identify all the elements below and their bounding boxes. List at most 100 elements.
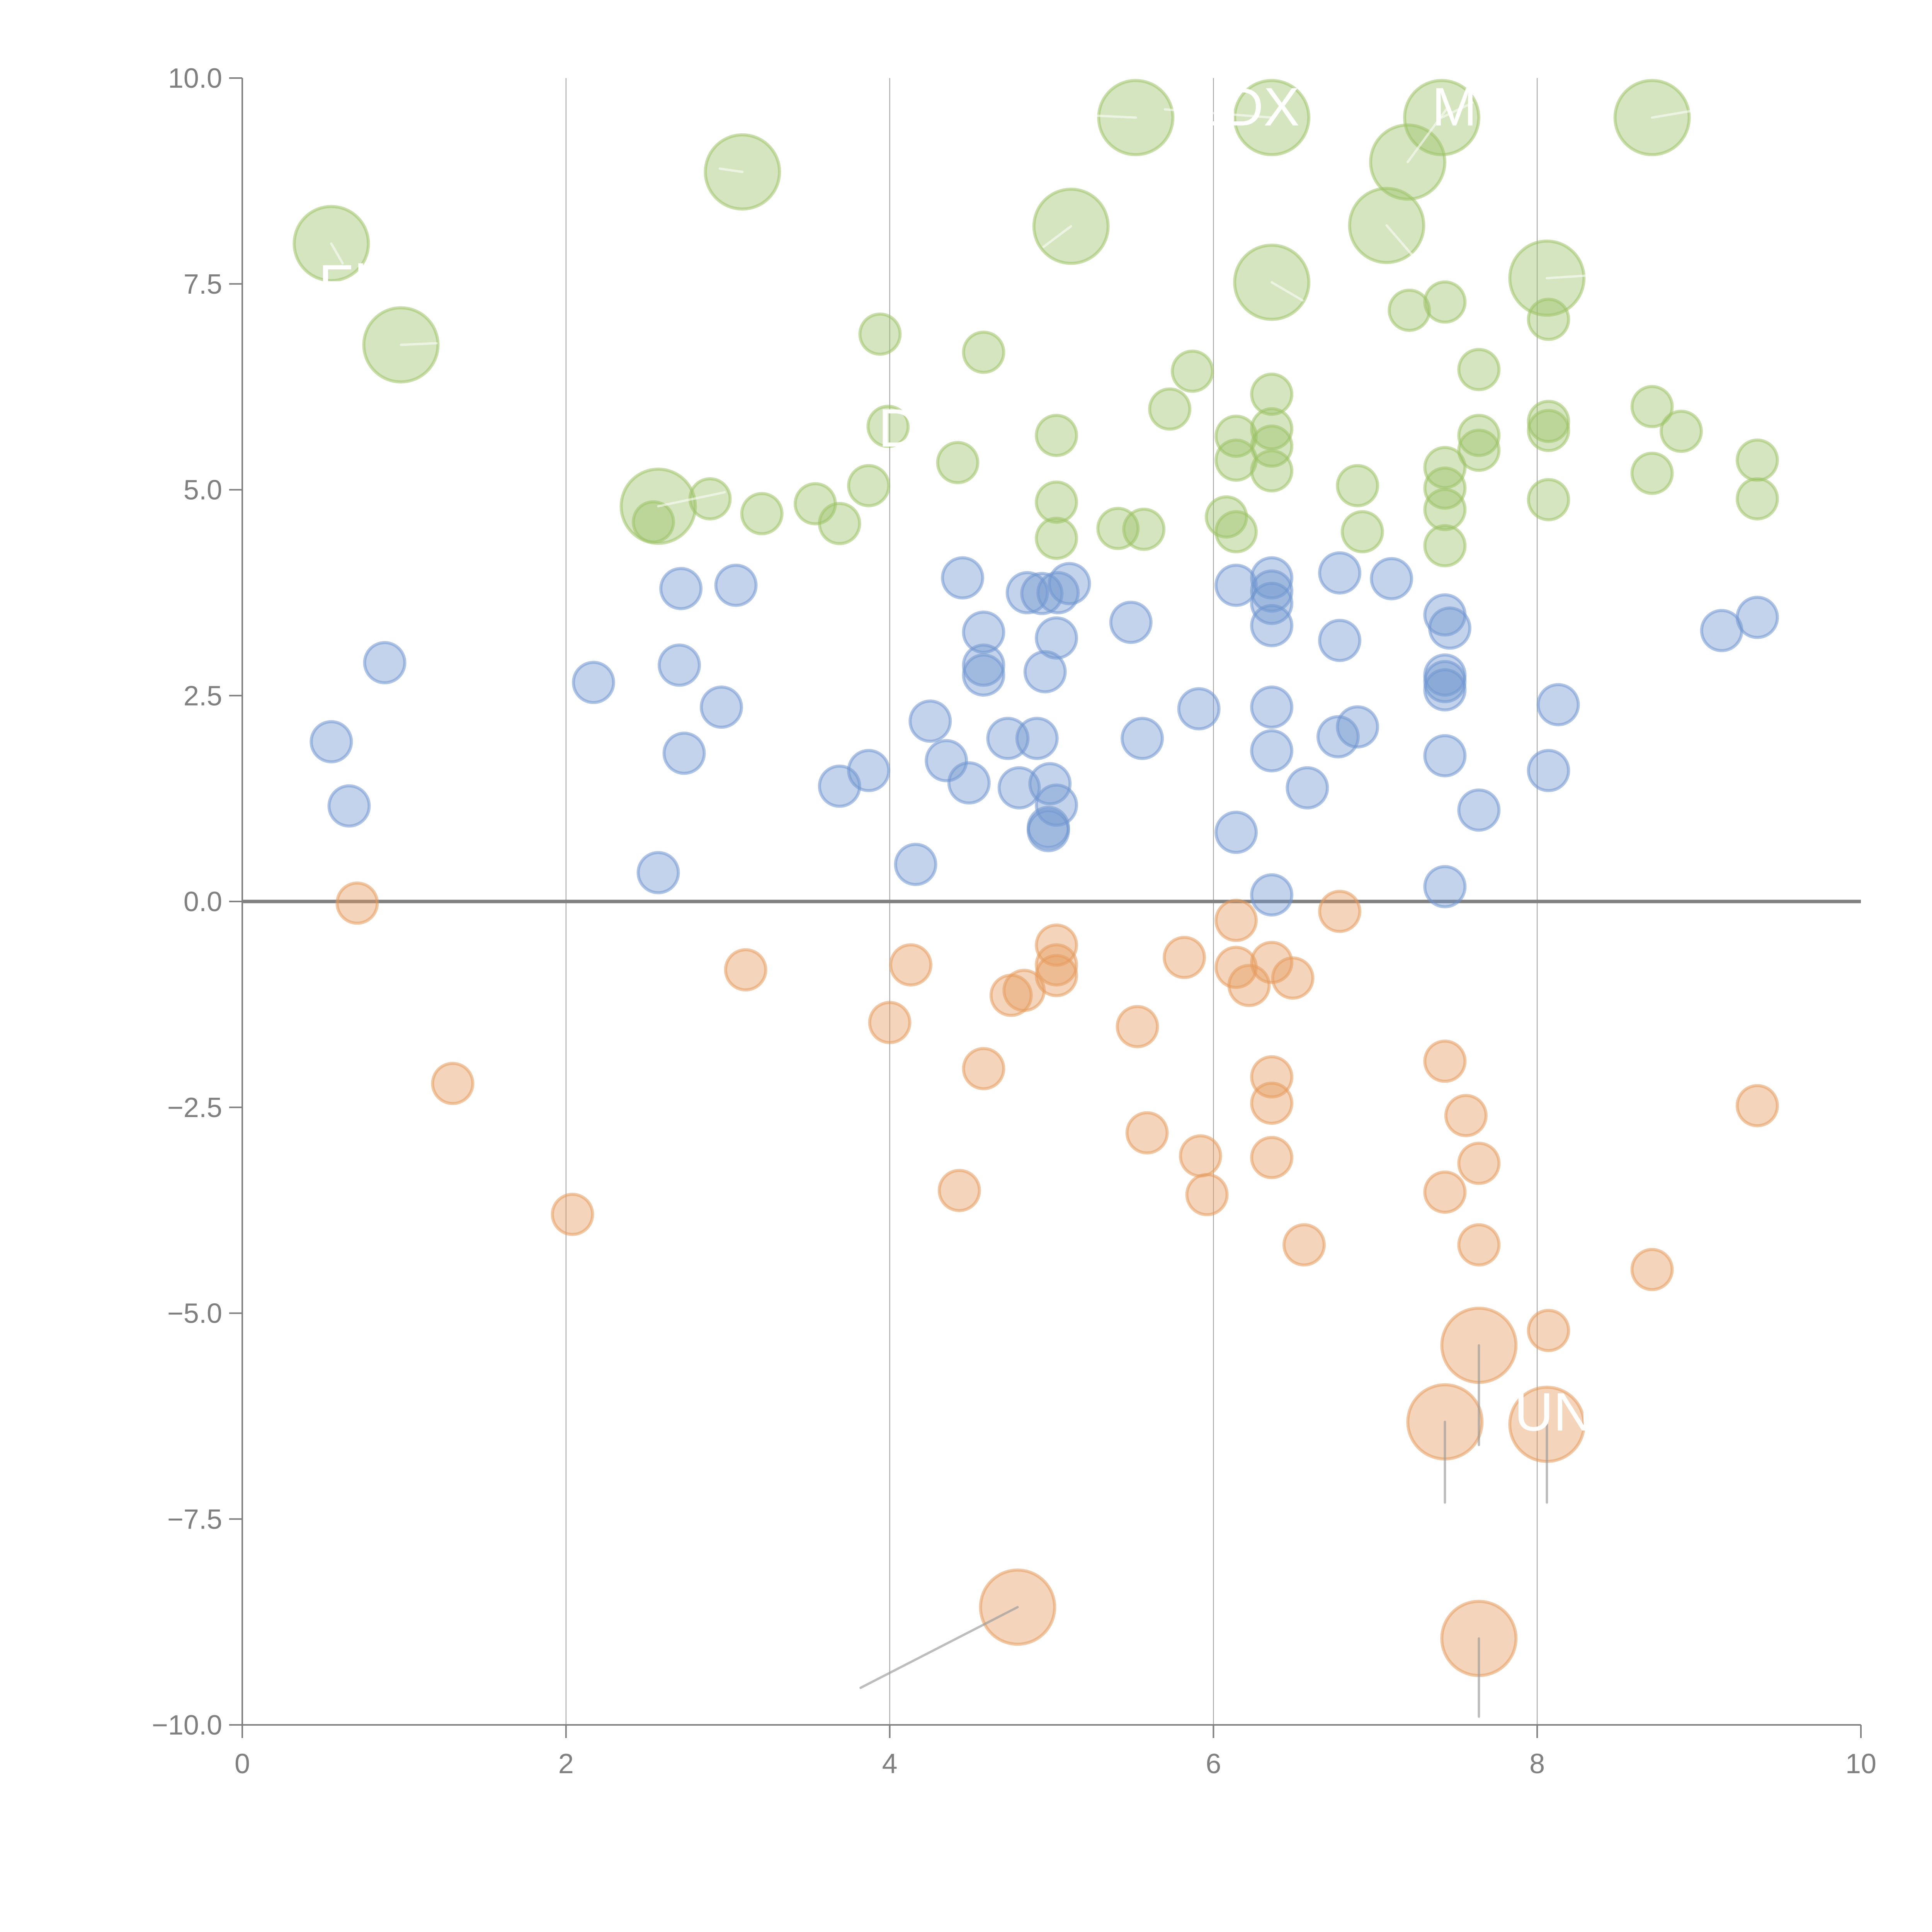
blue-bubble	[1370, 557, 1413, 600]
axes	[229, 77, 1862, 1738]
blue-bubble	[908, 699, 952, 743]
orange-bubble	[1271, 956, 1315, 1000]
green-bubble	[1527, 298, 1570, 341]
x-tick-label: 6	[1206, 1748, 1221, 1779]
orange-bubble	[1527, 1309, 1570, 1352]
green-bubble	[1423, 488, 1467, 531]
annotation-connector	[1163, 108, 1273, 119]
green-bubble	[847, 464, 891, 507]
blue-bubble	[1527, 749, 1570, 793]
blue-bubble	[1336, 705, 1379, 749]
green-bubble	[936, 441, 980, 485]
orange-bubble	[868, 1001, 912, 1044]
orange-bubble	[1735, 1084, 1779, 1128]
blue-bubble	[1035, 783, 1078, 827]
blue-bubble	[1423, 668, 1467, 712]
orange-bubble	[1423, 1170, 1467, 1214]
blue-bubble	[363, 641, 406, 685]
annotation-connector	[718, 167, 744, 173]
green-bubble	[1035, 413, 1078, 457]
green-bubble	[866, 405, 910, 448]
green-bubble	[858, 312, 902, 356]
orange-bubble	[1227, 964, 1271, 1007]
orange-bubble	[551, 1192, 594, 1236]
orange-bubble	[1179, 1134, 1222, 1178]
green-bubble	[1457, 348, 1501, 391]
annotation-connector	[657, 491, 726, 508]
green-bubble	[740, 492, 784, 536]
annotation-connector	[1042, 225, 1072, 248]
annotation-label: MB	[1432, 77, 1513, 137]
tick-labels: 10.0 7.5 5.0 2.5 0.0 −2.5 −5.0 −7.5 −10.0 0 2 4 6 8 10	[152, 63, 1876, 1779]
annotation-connector	[859, 1606, 1019, 1689]
blue-bubble	[1250, 873, 1294, 917]
green-bubble	[1214, 414, 1258, 458]
orange-bubble	[1318, 889, 1362, 933]
green-bubble	[818, 502, 861, 545]
y-tick-label: 10.0	[168, 63, 222, 94]
blue-bubble	[636, 851, 680, 895]
blue-bubble	[1035, 616, 1078, 660]
annotation-label: El	[318, 253, 366, 314]
annotation-connector	[1546, 274, 1587, 279]
orange-bubble	[1444, 1094, 1488, 1138]
blue-bubble	[925, 739, 968, 782]
annotation-connector	[1385, 224, 1417, 260]
annotation-connector	[400, 342, 438, 346]
blue-bubble	[947, 761, 991, 805]
blue-bubble	[1048, 562, 1091, 605]
green-bubble	[1035, 480, 1078, 524]
blue-bubble	[962, 653, 1005, 697]
blue-bubble	[662, 731, 706, 775]
green-bubble	[1122, 507, 1166, 551]
green-bubble	[1250, 424, 1294, 468]
blue-bubble	[327, 784, 371, 828]
green-bubble	[1336, 464, 1379, 507]
x-tick-label: 4	[882, 1748, 898, 1779]
annotation-connector	[1406, 105, 1449, 163]
blue-bubble	[1250, 582, 1294, 625]
orange-bubble	[1185, 1173, 1229, 1216]
annotation-connector	[1270, 281, 1304, 302]
green-bubble	[1035, 517, 1078, 560]
annotation-label: D	[878, 398, 917, 458]
green-bubble	[962, 330, 1005, 374]
y-tick-label: 7.5	[184, 269, 222, 300]
blue-bubble	[1316, 715, 1360, 759]
annotation-connector	[1440, 101, 1474, 119]
green-bubble	[1527, 409, 1570, 452]
blue-bubble	[1250, 569, 1294, 613]
blue-bubble	[1423, 734, 1467, 777]
orange-bubble	[1630, 1248, 1674, 1291]
blue-bubble	[1457, 788, 1501, 832]
annotation-connectors	[330, 101, 1692, 1718]
green-bubble	[1527, 478, 1570, 522]
y-tick-label: 0.0	[184, 886, 222, 917]
annotation-label: UN	[1514, 1381, 1592, 1442]
orange-bubble	[724, 948, 767, 992]
blue-bubble	[894, 843, 937, 886]
blue-bubble	[1005, 571, 1049, 614]
green-bubble	[1250, 449, 1294, 493]
blue-bubble	[941, 556, 985, 600]
blue-bubble	[310, 720, 353, 764]
green-bubble	[1423, 524, 1467, 568]
annotation-connector	[330, 242, 344, 265]
blue-bubble	[962, 643, 1005, 687]
green-bubble	[1250, 372, 1294, 416]
blue-bubble	[1023, 650, 1067, 694]
green-bubble	[1457, 413, 1501, 457]
y-tick-label: 5.0	[184, 475, 222, 506]
blue-bubble	[1214, 563, 1258, 607]
orange-bubble	[1035, 954, 1078, 997]
green-bubble	[1388, 288, 1431, 332]
blue-bubble	[659, 567, 703, 611]
green-bubble	[1250, 407, 1294, 451]
orange-bubble	[937, 1168, 981, 1212]
y-tick-label: 2.5	[184, 680, 222, 711]
blue-bubble	[1015, 717, 1059, 760]
y-tick-label: −5.0	[167, 1298, 222, 1329]
annotation-label: L	[1190, 77, 1221, 137]
blue-bubble	[1423, 865, 1467, 908]
blue-bubble	[1318, 551, 1362, 595]
